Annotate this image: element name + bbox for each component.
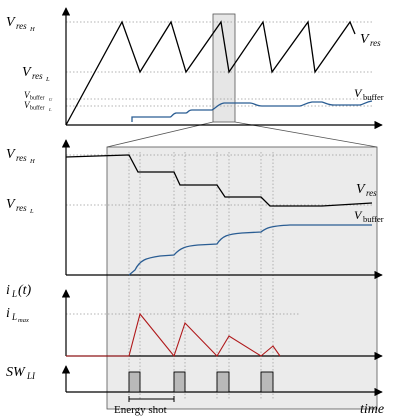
svg-text:res: res xyxy=(370,38,381,48)
svg-text:max: max xyxy=(18,317,29,324)
svg-text:res: res xyxy=(16,203,27,213)
top-vbuffer-curve xyxy=(131,100,373,122)
svg-text:L: L xyxy=(11,289,17,299)
svg-text:H: H xyxy=(29,26,35,33)
bottom-vbuffer-curve xyxy=(128,224,372,276)
svg-text:buffer: buffer xyxy=(363,214,384,224)
svg-text:V: V xyxy=(22,65,32,80)
bottom-label-vres-h: V res H xyxy=(6,147,35,165)
bottom-panel: Energy shot V res H V res L i L (t) i L … xyxy=(6,139,384,417)
bottom-label-vres-curve: V res xyxy=(356,182,377,198)
zoom-window-top xyxy=(212,13,236,123)
sw-pulse-1 xyxy=(128,371,141,393)
top-label-vbuffer-u: V buffer U xyxy=(24,90,53,102)
svg-text:buffer: buffer xyxy=(30,105,45,112)
time-guides xyxy=(128,152,274,400)
svg-text:res: res xyxy=(16,153,27,163)
svg-text:V: V xyxy=(6,197,16,212)
svg-text:buffer: buffer xyxy=(363,92,384,102)
svg-text:V: V xyxy=(354,208,363,222)
top-label-vres-curve: V res xyxy=(360,32,381,48)
energy-shot-bracket xyxy=(128,396,175,402)
sw-pulse-3 xyxy=(216,371,230,393)
svg-text:V: V xyxy=(360,32,370,47)
svg-text:V: V xyxy=(6,147,16,162)
bottom-label-vres-l: V res L xyxy=(6,197,34,215)
zoom-connector-left xyxy=(106,121,214,148)
svg-text:V: V xyxy=(24,90,31,100)
bottom-vres-curve xyxy=(65,154,373,207)
svg-text:L: L xyxy=(45,76,50,83)
svg-text:H: H xyxy=(29,158,35,165)
svg-text:buffer: buffer xyxy=(30,95,45,102)
time-axis-label: time xyxy=(360,402,384,417)
zoom-connector-right xyxy=(234,121,378,148)
bottom-label-il-t: i L (t) xyxy=(6,283,32,299)
top-label-vbuffer-l: V buffer L xyxy=(24,100,52,112)
bottom-label-vbuffer-curve: V buffer xyxy=(354,208,384,224)
energy-shot-label: Energy shot xyxy=(114,404,167,416)
svg-text:V: V xyxy=(356,182,366,197)
svg-text:L: L xyxy=(48,107,52,112)
svg-text:i: i xyxy=(6,283,10,298)
sw-pulse-4 xyxy=(260,371,274,393)
svg-text:V: V xyxy=(354,86,363,100)
svg-text:(t): (t) xyxy=(18,283,32,298)
svg-text:res: res xyxy=(366,188,377,198)
svg-text:L: L xyxy=(11,312,17,322)
svg-text:L: L xyxy=(29,208,34,215)
svg-text:U: U xyxy=(49,97,53,102)
svg-text:LI: LI xyxy=(26,371,36,381)
svg-text:V: V xyxy=(6,15,16,30)
svg-text:res: res xyxy=(32,71,43,81)
top-label-vres-l: V res L xyxy=(22,65,50,83)
bottom-label-il-max: i L max xyxy=(6,306,29,324)
top-label-vbuffer-curve: V buffer xyxy=(354,86,384,102)
svg-text:SW: SW xyxy=(6,365,26,380)
il-triangles xyxy=(66,312,281,358)
svg-text:i: i xyxy=(6,306,10,321)
bottom-label-sw-li: SW LI xyxy=(6,365,36,381)
sw-pulse-2 xyxy=(173,371,186,393)
svg-text:V: V xyxy=(24,100,31,110)
zoom-region xyxy=(106,146,378,410)
svg-text:res: res xyxy=(16,21,27,31)
top-vres-curve xyxy=(65,20,356,126)
top-label-vres-h: V res H xyxy=(6,15,35,33)
top-panel: V res H V res L V buffer U V buffer L V … xyxy=(6,7,384,130)
